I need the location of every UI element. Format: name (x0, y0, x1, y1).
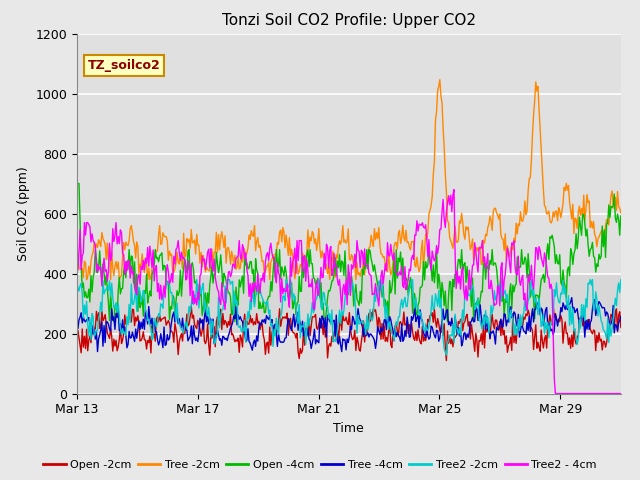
Bar (77, 274, 621, 334)
Open -2cm (549, 303, 557, 309)
Line: Open -4cm: Open -4cm (77, 183, 621, 322)
Tree -4cm (369, 333, 376, 339)
Legend: Open -2cm, Tree -2cm, Open -4cm, Tree -4cm, Tree2 -2cm, Tree2 - 4cm: Open -2cm, Tree -2cm, Open -4cm, Tree -4… (39, 456, 601, 474)
Line: Tree -4cm: Tree -4cm (77, 298, 621, 351)
Tree2 - 4cm (335, 282, 342, 288)
Tree -2cm (606, 205, 614, 211)
Tree2 - 4cm (606, 391, 614, 396)
Tree2 - 4cm (520, 297, 527, 302)
Tree2 -2cm (521, 296, 529, 302)
Tree -4cm (568, 295, 575, 300)
Tree -4cm (617, 313, 625, 319)
Tree -4cm (336, 334, 344, 339)
Open -2cm (520, 314, 527, 320)
Open -4cm (520, 261, 527, 267)
Tree -4cm (73, 325, 81, 331)
Tree -4cm (93, 348, 101, 354)
Open -2cm (606, 319, 614, 325)
Open -2cm (335, 338, 342, 344)
Tree2 -2cm (398, 297, 406, 302)
Open -4cm (605, 202, 612, 208)
Text: TZ_soilco2: TZ_soilco2 (88, 59, 161, 72)
Open -2cm (332, 324, 339, 330)
Tree -2cm (398, 235, 406, 241)
Tree2 - 4cm (397, 272, 404, 277)
Tree -4cm (332, 312, 340, 318)
Line: Open -2cm: Open -2cm (77, 306, 621, 360)
Tree -2cm (436, 77, 444, 83)
Tree -2cm (521, 198, 529, 204)
Open -2cm (367, 310, 375, 315)
Title: Tonzi Soil CO2 Profile: Upper CO2: Tonzi Soil CO2 Profile: Upper CO2 (222, 13, 476, 28)
Tree2 -2cm (332, 336, 340, 341)
Tree2 -2cm (606, 321, 614, 327)
Open -2cm (442, 358, 450, 363)
Tree -2cm (73, 243, 81, 249)
Y-axis label: Soil CO2 (ppm): Soil CO2 (ppm) (17, 166, 29, 261)
Open -2cm (73, 328, 81, 334)
Open -4cm (369, 261, 376, 266)
Tree2 - 4cm (332, 264, 339, 270)
Open -4cm (398, 271, 406, 277)
Tree2 -2cm (369, 318, 376, 324)
Tree2 -2cm (336, 307, 344, 313)
X-axis label: Time: Time (333, 422, 364, 435)
Tree2 - 4cm (617, 391, 625, 396)
Line: Tree -2cm: Tree -2cm (77, 80, 621, 279)
Open -4cm (617, 213, 625, 219)
Open -4cm (110, 319, 118, 324)
Tree -4cm (606, 323, 614, 329)
Line: Tree2 -2cm: Tree2 -2cm (77, 279, 621, 355)
Open -2cm (397, 319, 404, 324)
Tree2 - 4cm (450, 187, 458, 192)
Open -2cm (617, 324, 625, 330)
Tree2 -2cm (193, 276, 200, 282)
Tree -2cm (336, 238, 344, 244)
Line: Tree2 - 4cm: Tree2 - 4cm (77, 190, 621, 394)
Tree2 -2cm (617, 276, 625, 282)
Tree -4cm (520, 328, 527, 334)
Tree -2cm (332, 252, 340, 258)
Open -4cm (73, 180, 81, 186)
Open -4cm (332, 273, 340, 279)
Tree -2cm (369, 239, 376, 245)
Tree2 - 4cm (552, 391, 559, 396)
Open -4cm (336, 252, 344, 257)
Tree -4cm (398, 321, 406, 327)
Tree2 -2cm (442, 352, 450, 358)
Tree -2cm (617, 210, 625, 216)
Tree2 - 4cm (367, 274, 375, 279)
Tree2 -2cm (73, 290, 81, 296)
Tree -2cm (83, 276, 90, 282)
Tree2 - 4cm (73, 255, 81, 261)
